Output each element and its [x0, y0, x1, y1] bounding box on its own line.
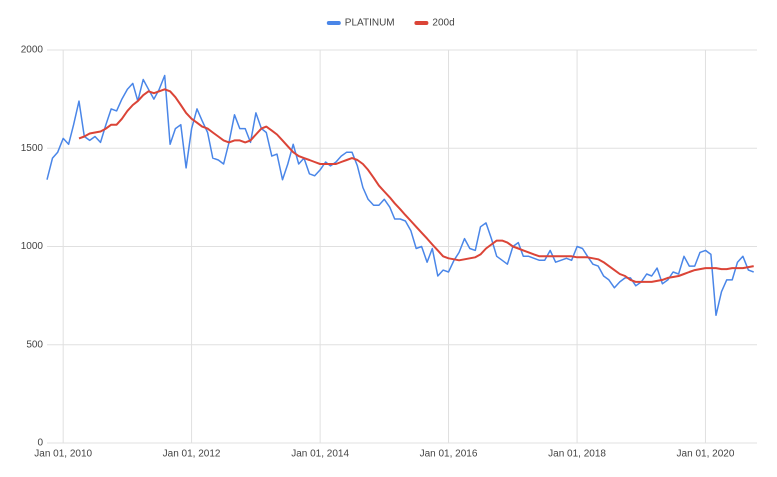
y-tick-label: 2000	[21, 45, 44, 56]
y-tick-label: 1500	[21, 143, 44, 154]
x-tick-label: Jan 01, 2010	[34, 449, 92, 460]
legend-label: PLATINUM	[345, 18, 395, 29]
y-tick-label: 0	[37, 438, 43, 449]
legend-swatch	[414, 21, 429, 25]
x-tick-label: Jan 01, 2020	[677, 449, 735, 460]
x-tick-label: Jan 01, 2016	[420, 449, 478, 460]
legend-swatch	[326, 21, 341, 25]
y-tick-label: 1000	[21, 241, 44, 252]
x-tick-label: Jan 01, 2012	[163, 449, 221, 460]
y-tick-label: 500	[26, 339, 43, 350]
legend-label: 200d	[432, 18, 454, 29]
x-tick-label: Jan 01, 2014	[291, 449, 349, 460]
x-tick-label: Jan 01, 2018	[548, 449, 606, 460]
series-line	[78, 88, 754, 283]
series-line	[46, 74, 754, 317]
